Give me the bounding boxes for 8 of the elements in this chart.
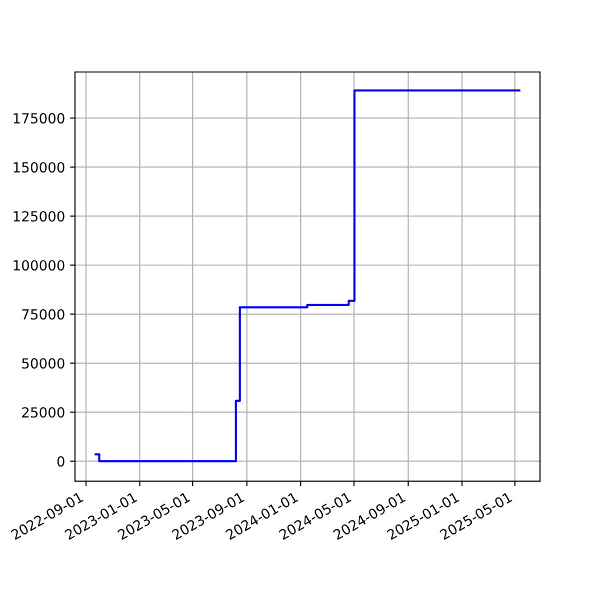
- y-tick-label: 125000: [14, 211, 64, 222]
- y-tick-label: 0: [57, 456, 64, 467]
- y-tick-label: 150000: [14, 162, 64, 173]
- y-tick-label: 100000: [14, 260, 64, 271]
- y-tick-label: 75000: [22, 309, 64, 320]
- y-tick-label: 175000: [14, 113, 64, 124]
- y-tick-label: 25000: [22, 407, 64, 418]
- y-tick-label: 50000: [22, 358, 64, 369]
